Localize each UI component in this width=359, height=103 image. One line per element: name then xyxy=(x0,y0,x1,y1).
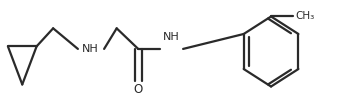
Text: CH₃: CH₃ xyxy=(295,11,315,22)
Text: O: O xyxy=(134,83,143,96)
Text: NH: NH xyxy=(82,44,99,54)
Text: NH: NH xyxy=(163,32,180,42)
